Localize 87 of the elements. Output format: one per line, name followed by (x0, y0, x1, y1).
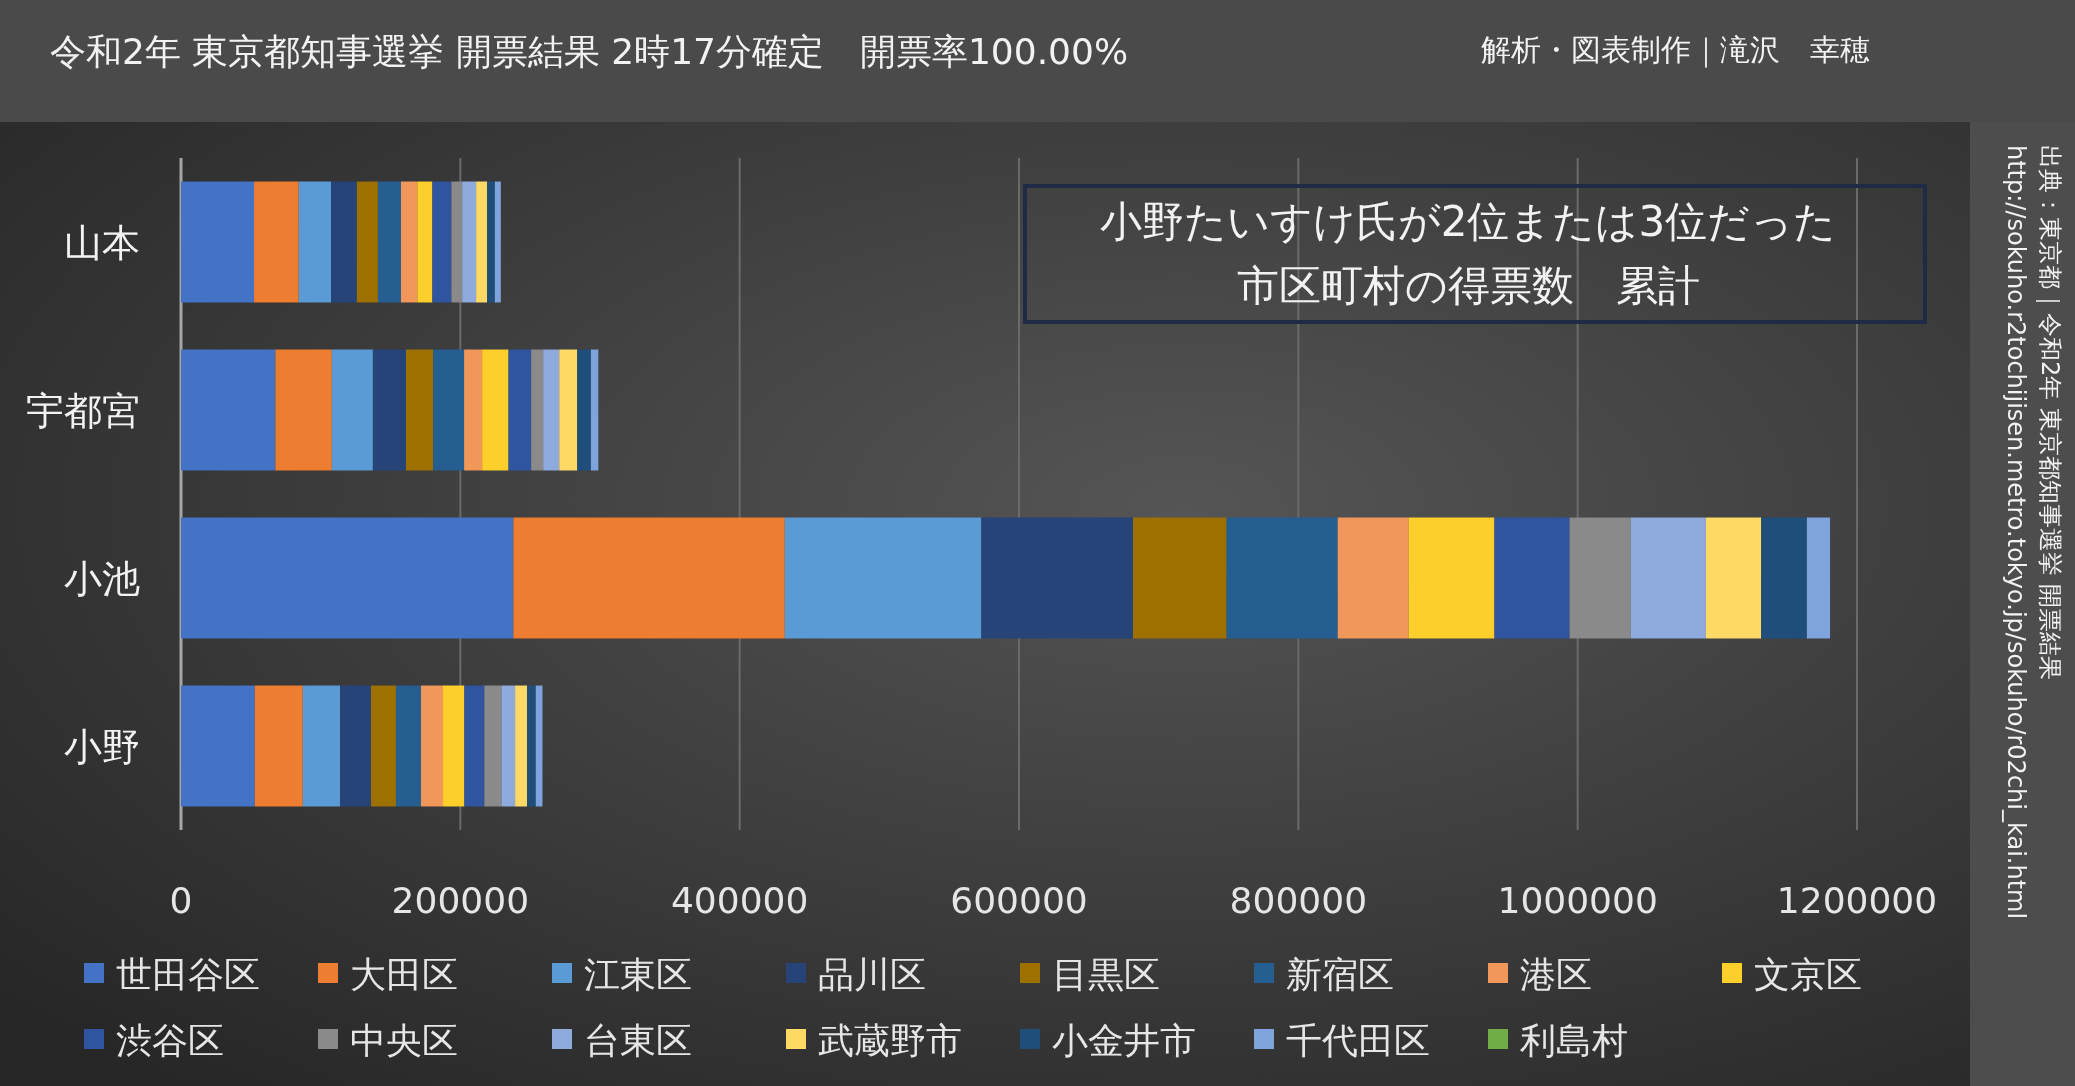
bar (484, 685, 502, 807)
bar (356, 181, 378, 303)
bar (1132, 517, 1227, 639)
bar (331, 181, 357, 303)
text: http://sokuho.r2tochijisen.metro.tokyo.jp/sokuho/r02chi_kai.html (2002, 145, 2030, 920)
legend-label: 大田区 (350, 954, 458, 995)
legend-label: 渋谷区 (116, 1020, 224, 1061)
y-tick-label: 小池 (64, 557, 140, 601)
bar (513, 517, 785, 639)
legend-label: 利島村 (1520, 1020, 1628, 1061)
x-tick-label: 400000 (670, 880, 809, 921)
bar (331, 349, 373, 471)
bar (515, 685, 528, 807)
legend-label: 品川区 (818, 954, 926, 995)
bar (1226, 517, 1338, 639)
bar (1630, 517, 1706, 639)
legend-label: 世田谷区 (116, 954, 260, 995)
legend-label: 中央区 (350, 1020, 458, 1061)
bar (181, 685, 255, 807)
bar (377, 181, 401, 303)
bar (494, 181, 501, 303)
bar (181, 517, 514, 639)
bar (406, 349, 434, 471)
bar (981, 517, 1133, 639)
legend-label: 港区 (1520, 954, 1592, 995)
bar (1408, 517, 1495, 639)
bar (181, 349, 276, 471)
bar (395, 685, 421, 807)
bar (372, 349, 406, 471)
bar (181, 181, 255, 303)
legend-label: 武蔵野市 (818, 1020, 962, 1061)
x-tick-label: 200000 (391, 880, 530, 921)
bar (1705, 517, 1762, 639)
annotation: 小野たいすけ氏が2位または3位だった (1099, 197, 1837, 246)
bar (476, 181, 488, 303)
bar (590, 349, 599, 471)
y-tick-label: 山本 (64, 221, 140, 265)
legend-label: 新宿区 (1286, 954, 1394, 995)
bar (531, 349, 544, 471)
bar (400, 181, 418, 303)
bar (462, 181, 477, 303)
bar (487, 181, 495, 303)
bar (784, 517, 982, 639)
bar (417, 181, 433, 303)
bar (254, 685, 303, 807)
source-note: 出典：東京都｜令和2年 東京都知事選挙 開票結果 (2036, 145, 2064, 680)
legend-label: 目黒区 (1052, 954, 1160, 995)
x-tick-label: 1200000 (1776, 880, 1938, 921)
bar (1761, 517, 1807, 639)
chart-title: 令和2年 東京都知事選挙 開票結果 2時17分確定 開票率100.00% (50, 31, 1129, 72)
bar (432, 181, 452, 303)
x-tick-label: 600000 (950, 880, 1088, 921)
bar (298, 181, 332, 303)
bar (1806, 517, 1831, 639)
legend-label: 文京区 (1754, 954, 1862, 995)
x-tick-label: 1000000 (1497, 880, 1658, 921)
x-tick-label: 800000 (1229, 880, 1368, 921)
bar (482, 349, 509, 471)
bar (559, 349, 578, 471)
annotation: 市区町村の得票数 累計 (1236, 261, 1700, 310)
bar (451, 181, 463, 303)
legend-label: 台東区 (584, 1020, 692, 1061)
bar (464, 349, 483, 471)
bar (340, 685, 371, 807)
legend-label: 千代田区 (1286, 1020, 1430, 1061)
bar (1569, 517, 1631, 639)
bar (464, 685, 485, 807)
x-tick-label: 0 (169, 880, 193, 921)
bar (577, 349, 591, 471)
bar (543, 349, 560, 471)
bar (302, 685, 341, 807)
y-tick-label: 宇都宮 (26, 389, 140, 433)
bar (1494, 517, 1570, 639)
bar (443, 685, 465, 807)
bar (370, 685, 396, 807)
text: 解析・図表制作｜滝沢 幸穂 (1481, 32, 1870, 68)
bar (508, 349, 532, 471)
bar (1337, 517, 1409, 639)
bar (501, 685, 516, 807)
bar (254, 181, 299, 303)
legend-label: 小金井市 (1052, 1020, 1196, 1061)
bar (433, 349, 465, 471)
bar (420, 685, 444, 807)
legend-label: 江東区 (584, 954, 692, 995)
bar (527, 685, 536, 807)
bar (275, 349, 332, 471)
y-tick-label: 小野 (64, 725, 140, 769)
